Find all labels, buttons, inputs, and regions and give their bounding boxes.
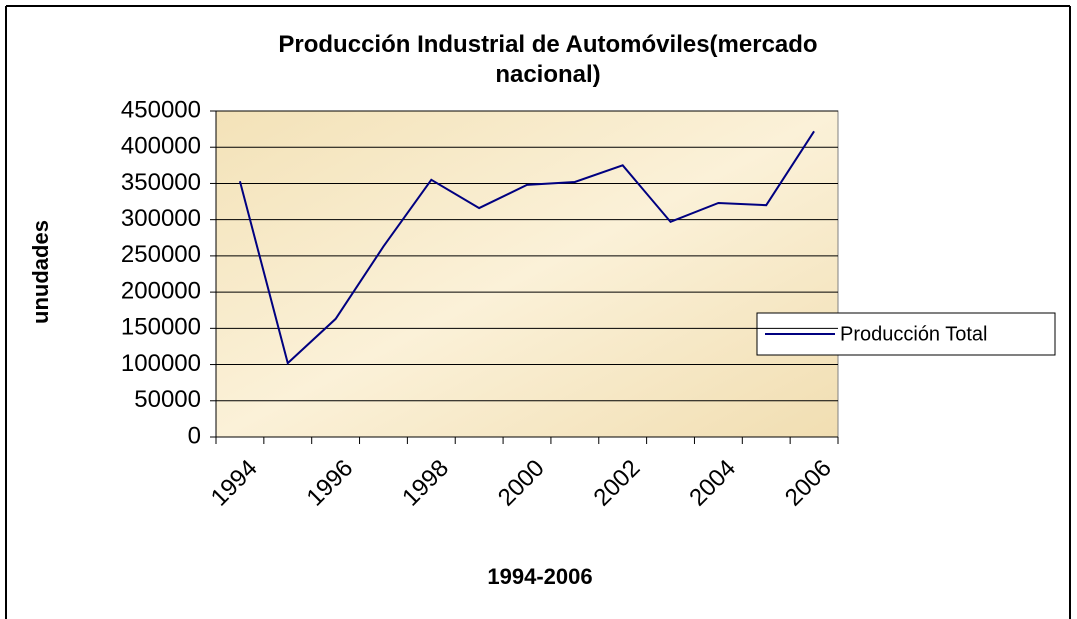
legend-label: Producción Total (840, 323, 988, 345)
chart-title: Producción Industrial de Automóviles(mer… (278, 31, 818, 88)
y-tick-label: 100000 (121, 350, 201, 377)
plot-area (215, 110, 839, 438)
y-tick-label: 400000 (121, 133, 201, 160)
y-tick-label: 250000 (121, 241, 201, 268)
x-tick-label: 1994 (206, 455, 263, 512)
y-axis-label: unudades (28, 220, 53, 324)
x-tick-label: 2002 (589, 455, 646, 512)
y-tick-label: 200000 (121, 277, 201, 304)
y-tick-label: 300000 (121, 205, 201, 232)
x-tick-label: 1996 (301, 455, 358, 512)
y-tick-label: 450000 (121, 96, 201, 123)
y-tick-label: 150000 (121, 314, 201, 341)
x-axis-label: 1994-2006 (487, 564, 592, 589)
y-tick-label: 50000 (134, 386, 201, 413)
x-tick-label: 2004 (684, 455, 741, 512)
x-tick-label: 2000 (493, 455, 550, 512)
y-tick-label: 350000 (121, 169, 201, 196)
y-tick-label: 0 (188, 422, 201, 449)
x-tick-label: 1998 (397, 455, 454, 512)
series-line (238, 130, 815, 365)
legend: Producción Total (756, 312, 1056, 356)
x-tick-label: 2006 (780, 455, 837, 512)
